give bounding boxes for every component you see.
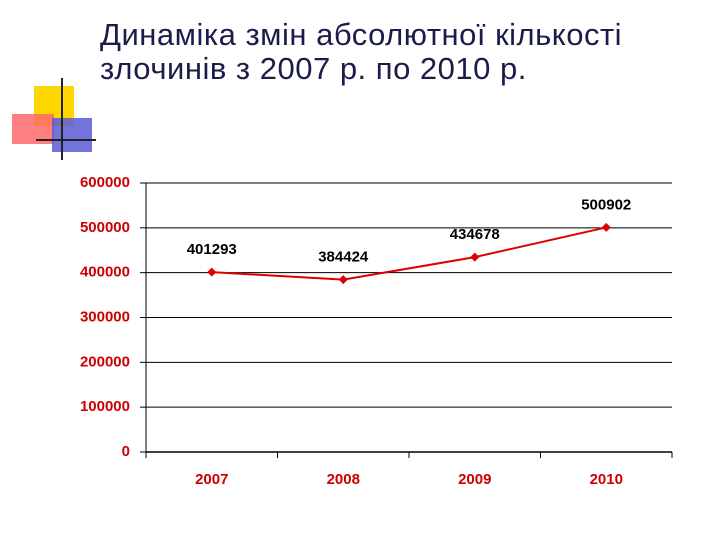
- y-tick-label: 500000: [80, 219, 130, 236]
- y-tick-label: 200000: [80, 353, 130, 370]
- x-tick-label: 2009: [458, 471, 491, 488]
- data-label: 401293: [187, 241, 237, 258]
- data-marker: [470, 252, 480, 262]
- y-tick-label: 400000: [80, 264, 130, 281]
- chart-title: Динаміка змін абсолютної кількості злочи…: [100, 17, 623, 86]
- y-tick-label: 300000: [80, 308, 130, 325]
- data-marker: [207, 267, 217, 277]
- y-tick-label: 0: [122, 443, 130, 460]
- data-label: 434678: [450, 226, 500, 243]
- data-marker: [338, 275, 348, 285]
- y-tick-label: 600000: [80, 174, 130, 191]
- data-line: [211, 226, 607, 281]
- data-label: 500902: [581, 196, 631, 213]
- x-tick-label: 2008: [327, 471, 360, 488]
- data-marker: [601, 222, 611, 232]
- deco-blue: [52, 118, 92, 152]
- x-tick-label: 2010: [590, 471, 623, 488]
- x-tick-label: 2007: [195, 471, 228, 488]
- data-label: 384424: [318, 249, 369, 266]
- y-tick-label: 100000: [80, 398, 130, 415]
